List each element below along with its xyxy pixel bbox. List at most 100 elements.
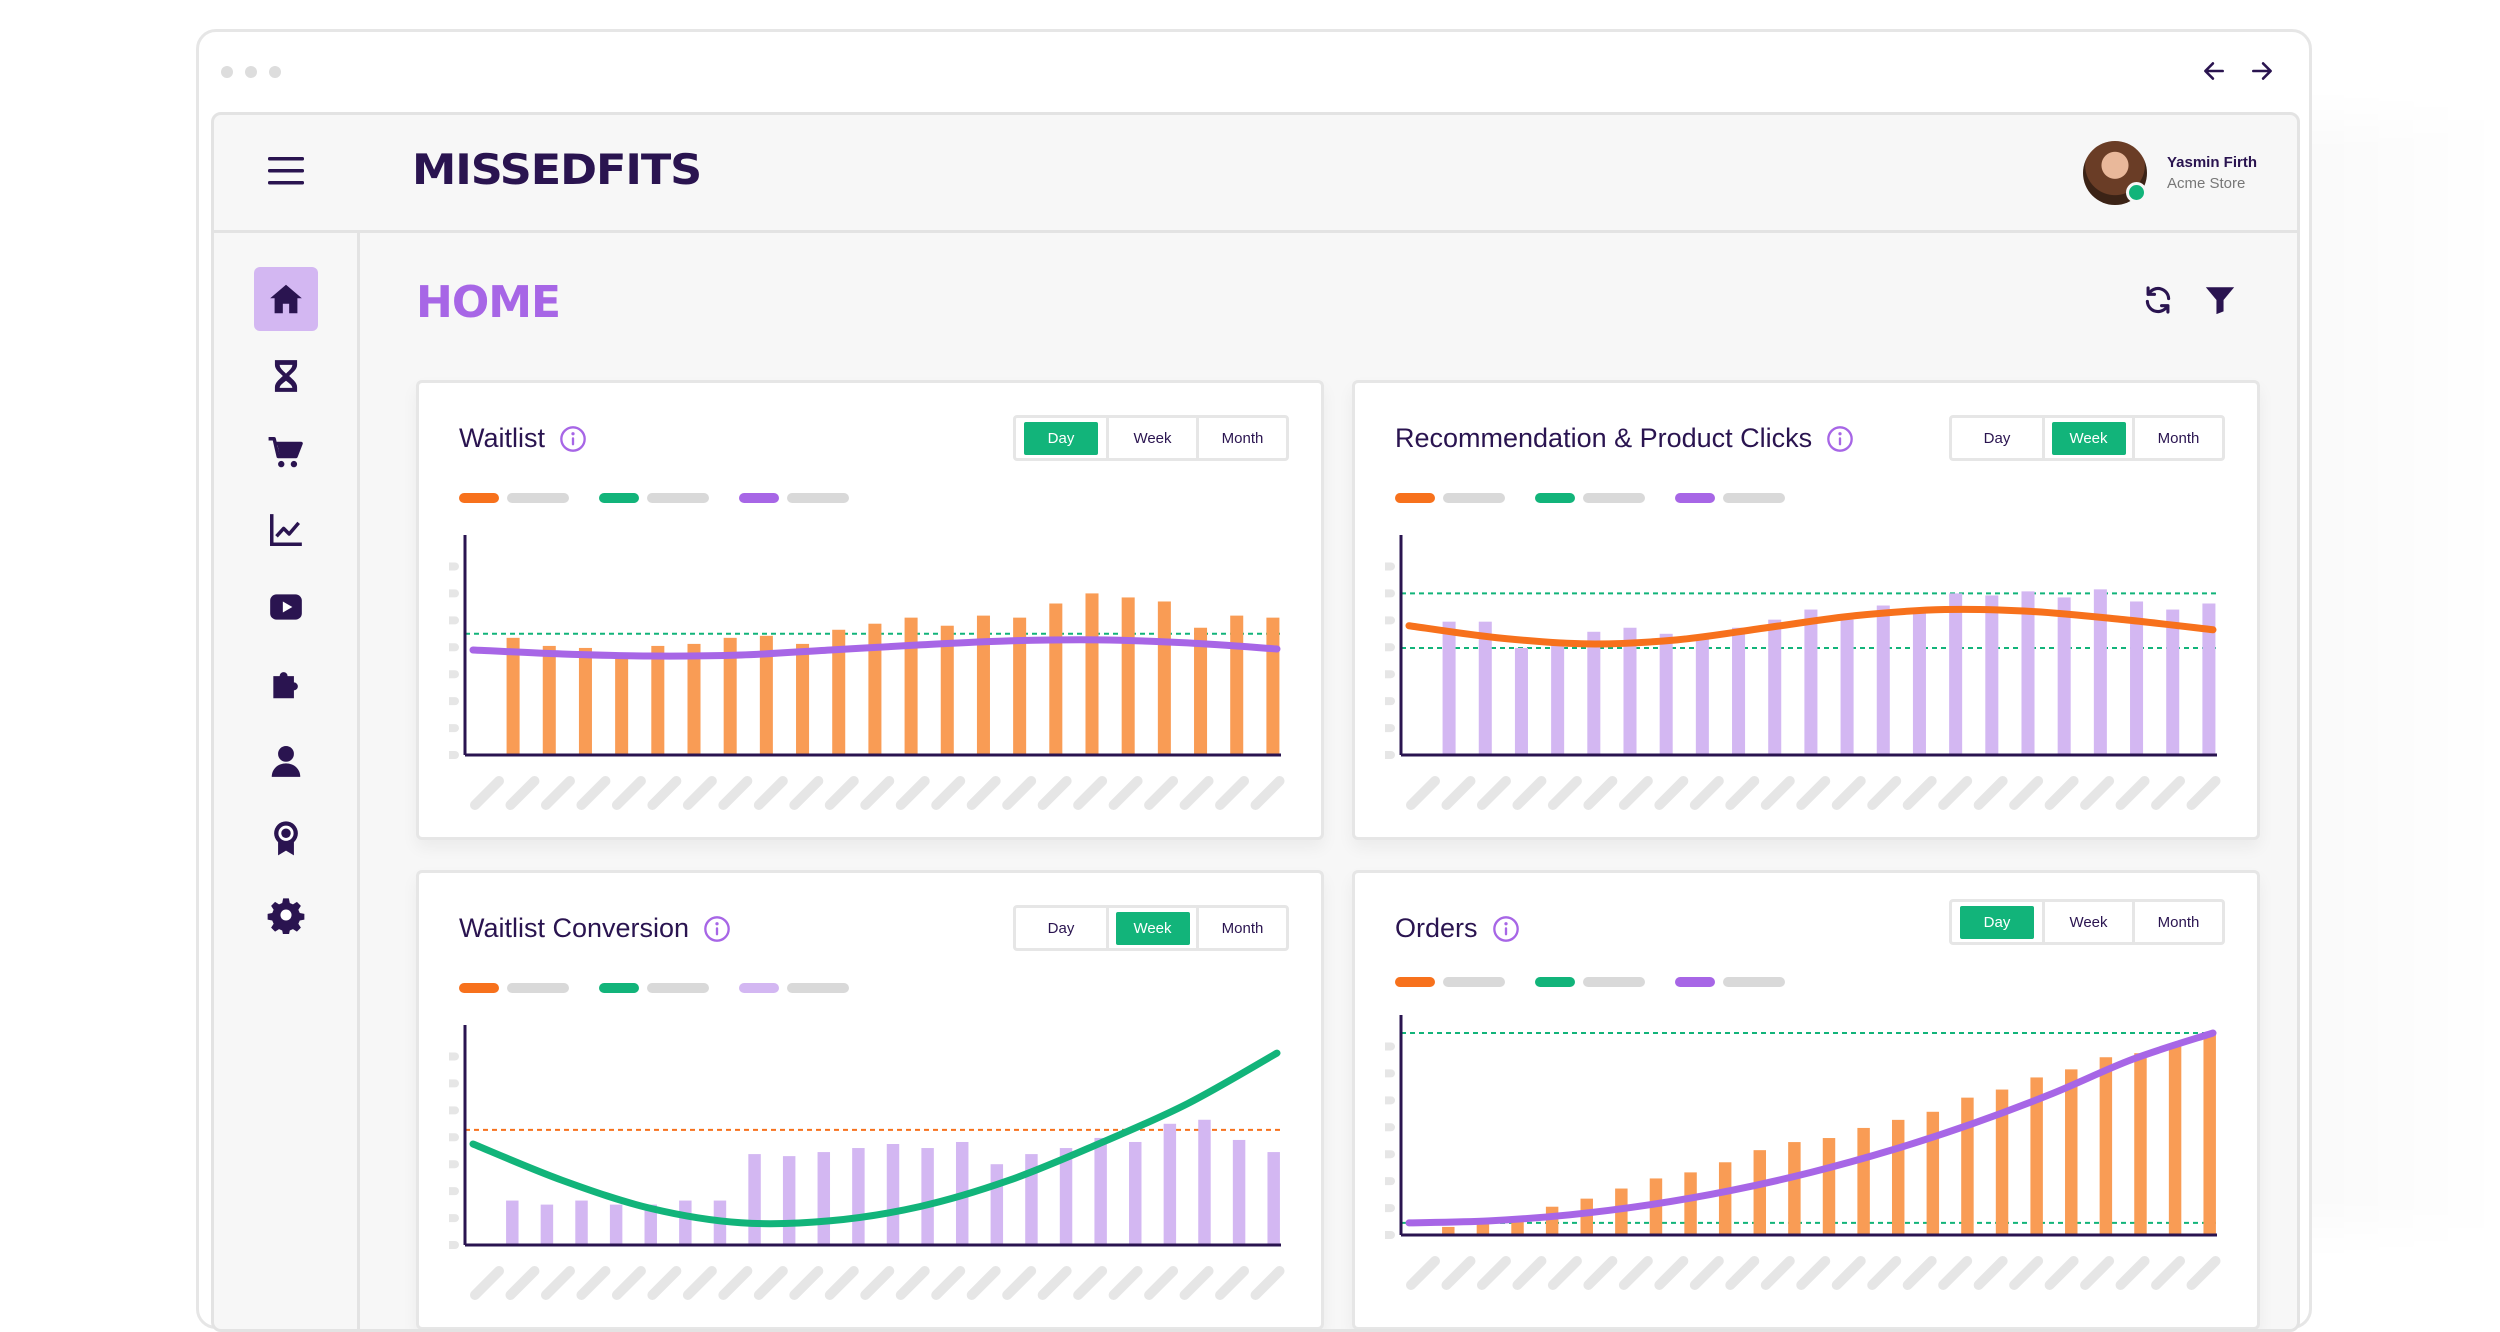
legend-entry[interactable] <box>1395 493 1505 503</box>
period-day-button[interactable]: Day <box>1016 418 1106 458</box>
back-button[interactable] <box>2201 58 2227 84</box>
x-tick-placeholder <box>1547 1256 1582 1290</box>
sidebar-item-videos[interactable] <box>254 575 318 639</box>
sidebar-item-analytics[interactable] <box>254 498 318 562</box>
legend-entry[interactable] <box>599 493 709 503</box>
sidebar-item-orders[interactable] <box>254 421 318 485</box>
user-profile[interactable]: Yasmin Firth Acme Store <box>2082 141 2257 205</box>
period-month-button[interactable]: Month <box>2132 418 2222 458</box>
x-tick-placeholder <box>1512 776 1547 810</box>
window-dot[interactable] <box>221 66 233 78</box>
period-day-button[interactable]: Day <box>1952 418 2042 458</box>
info-icon[interactable] <box>1492 915 1520 943</box>
chart-bar <box>1049 603 1063 755</box>
legend-entry[interactable] <box>459 983 569 993</box>
period-day-button[interactable]: Day <box>1016 908 1106 948</box>
sidebar-item-home[interactable] <box>254 267 318 331</box>
user-info: Yasmin Firth Acme Store <box>2167 154 2257 192</box>
period-week-button[interactable]: Week <box>1106 418 1196 458</box>
sidebar-item-rewards[interactable] <box>254 806 318 870</box>
x-tick-placeholder <box>1583 1256 1618 1290</box>
legend-entry[interactable] <box>1395 977 1505 987</box>
video-icon <box>270 594 302 620</box>
x-tick-placeholder <box>718 776 753 810</box>
x-tick-placeholder <box>1476 1256 1511 1290</box>
period-month-button[interactable]: Month <box>2132 902 2222 942</box>
period-month-button[interactable]: Month <box>1196 418 1286 458</box>
legend-entry[interactable] <box>1535 493 1645 503</box>
legend-label-placeholder <box>787 493 849 503</box>
legend-label-placeholder <box>1583 493 1645 503</box>
legend-entry[interactable] <box>739 493 849 503</box>
legend-entry[interactable] <box>1675 493 1785 503</box>
x-tick-placeholder <box>1073 776 1108 810</box>
chart-bar <box>1157 601 1171 755</box>
x-tick-placeholder <box>1215 1266 1250 1300</box>
window-dot[interactable] <box>245 66 257 78</box>
brand-logo[interactable]: MISSEDFITS <box>412 145 702 194</box>
x-tick-placeholder <box>1938 776 1973 810</box>
legend-entry[interactable] <box>739 983 849 993</box>
period-week-button[interactable]: Week <box>2042 902 2132 942</box>
forward-button[interactable] <box>2249 58 2275 84</box>
chart <box>449 533 1299 833</box>
sidebar-item-settings[interactable] <box>254 883 318 947</box>
chart-bar <box>852 1148 865 1245</box>
x-tick-placeholder <box>2115 776 2150 810</box>
legend-label-placeholder <box>647 983 709 993</box>
info-icon[interactable] <box>1826 425 1854 453</box>
x-tick-placeholder <box>2044 776 2079 810</box>
trend-line <box>469 1049 1281 1228</box>
legend-swatch-green <box>599 983 639 993</box>
chart-bar <box>886 1144 900 1245</box>
x-tick-placeholder <box>576 1266 611 1300</box>
sidebar-item-customers[interactable] <box>254 729 318 793</box>
chart-bar <box>1804 609 1818 755</box>
x-tick-placeholder <box>1867 1256 1902 1290</box>
online-status-dot <box>2125 182 2147 203</box>
x-tick-placeholder <box>1583 776 1618 810</box>
x-tick-placeholder <box>1073 1266 1108 1300</box>
chart-bar <box>1623 627 1637 755</box>
x-tick-placeholder <box>789 776 824 810</box>
info-icon[interactable] <box>559 425 587 453</box>
period-day-button[interactable]: Day <box>1952 902 2042 942</box>
legend-swatch-purple <box>1675 493 1715 503</box>
legend-swatch-orange <box>1395 493 1435 503</box>
chart-bar <box>723 637 737 755</box>
chart-bar <box>2057 597 2071 755</box>
chart <box>1385 533 2235 833</box>
legend-entry[interactable] <box>459 493 569 503</box>
x-tick-placeholder <box>1760 1256 1795 1290</box>
y-tick-placeholder <box>1385 1123 1395 1132</box>
x-tick-placeholder <box>966 776 1001 810</box>
legend-entry[interactable] <box>1675 977 1785 987</box>
period-month-button[interactable]: Month <box>1196 908 1286 948</box>
period-week-button[interactable]: Week <box>1106 908 1196 948</box>
period-week-label: Week <box>1133 429 1172 447</box>
filter-icon[interactable] <box>2203 283 2237 317</box>
legend-entry[interactable] <box>599 983 709 993</box>
y-tick-placeholder <box>1385 1231 1395 1239</box>
x-tick-placeholder <box>1547 776 1582 810</box>
card-waitlist: Waitlist Day Week Month <box>416 380 1324 840</box>
hourglass-icon <box>274 360 298 392</box>
menu-button[interactable] <box>266 151 306 191</box>
refresh-icon[interactable] <box>2141 283 2175 317</box>
card-title: Orders <box>1395 913 1520 944</box>
chart-bar <box>1857 1127 1870 1235</box>
legend-label-placeholder <box>1723 493 1785 503</box>
y-tick-placeholder <box>1385 1177 1395 1186</box>
period-week-button[interactable]: Week <box>2042 418 2132 458</box>
x-tick-placeholder <box>1002 1266 1037 1300</box>
chart-bar <box>1094 1137 1107 1245</box>
x-tick-placeholder <box>1618 776 1653 810</box>
card-title-text: Orders <box>1395 913 1478 943</box>
legend-entry[interactable] <box>1535 977 1645 987</box>
sidebar-item-integrations[interactable] <box>254 652 318 716</box>
chart-legend <box>1395 977 1785 987</box>
chart-bar <box>2030 1077 2043 1235</box>
window-dot[interactable] <box>269 66 281 78</box>
sidebar-item-waitlist[interactable] <box>254 344 318 408</box>
info-icon[interactable] <box>703 915 731 943</box>
